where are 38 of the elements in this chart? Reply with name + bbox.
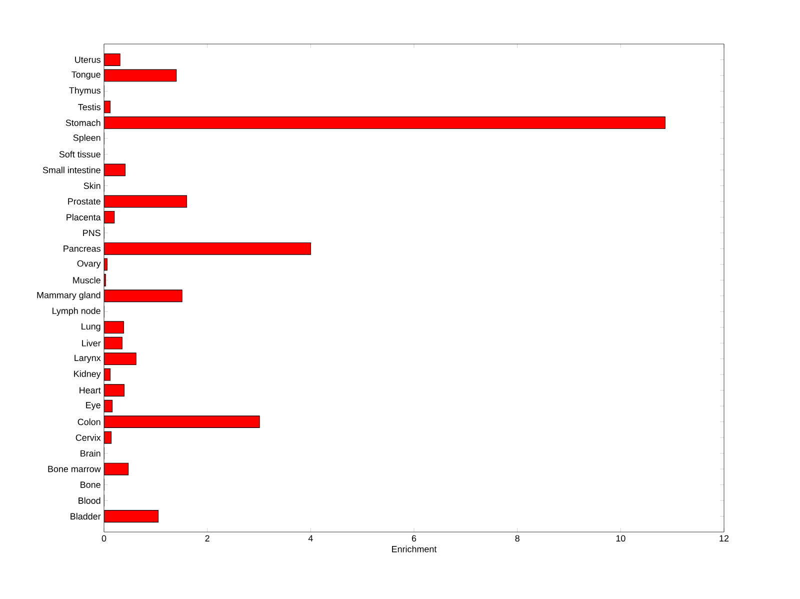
y-tick-label: Muscle [73,276,100,284]
y-tick-label: Bladder [70,512,101,520]
y-tick-label: Spleen [73,134,100,143]
y-tick-label: Lymph node [52,307,100,316]
y-tick-label: Tongue [72,71,100,80]
x-tick-label: 4 [308,535,313,542]
y-tick-label: Cervix [76,434,101,441]
y-tick-label: Blood [78,497,100,504]
y-tick-label: Heart [80,387,101,394]
y-tick-label: Placenta [66,214,101,220]
y-tick-label: Pancreas [64,246,100,252]
y-tick-label: Testis [78,104,100,110]
y-tick-label: Uterus [75,56,100,63]
y-tick-label: Larynx [74,354,101,363]
x-axis-title: Enrichment [392,546,437,552]
x-tick-label: 12 [720,535,729,542]
y-tick-label: Bone marrow [48,466,101,472]
x-tick-label: 0 [102,535,106,542]
y-tick-label: Ovary [77,260,101,268]
x-tick-label: 10 [616,535,626,542]
y-tick-label: Kidney [74,370,101,379]
y-tick-label: Soft tissue [59,150,100,158]
y-tick-label: Colon [78,418,100,426]
y-tick-label: Brain [80,450,100,457]
y-tick-label: Small intestine [42,166,100,174]
y-tick-label: Eye [86,402,100,410]
y-tick-label: Bone [80,482,100,488]
x-tick-label: 8 [515,535,520,542]
y-tick-label: Liver [82,340,101,346]
x-tick-label: 2 [205,535,210,542]
y-tick-label: Prostate [68,198,100,205]
y-tick-label: Skin [84,182,100,189]
y-tick-label: Thymus [69,87,100,96]
y-tick-label: PNS [83,230,100,236]
y-tick-label: Mammary gland [37,292,100,300]
x-tick-label: 6 [412,535,416,542]
y-tick-label: Stomach [66,119,100,126]
y-tick-label: Lung [82,323,100,332]
